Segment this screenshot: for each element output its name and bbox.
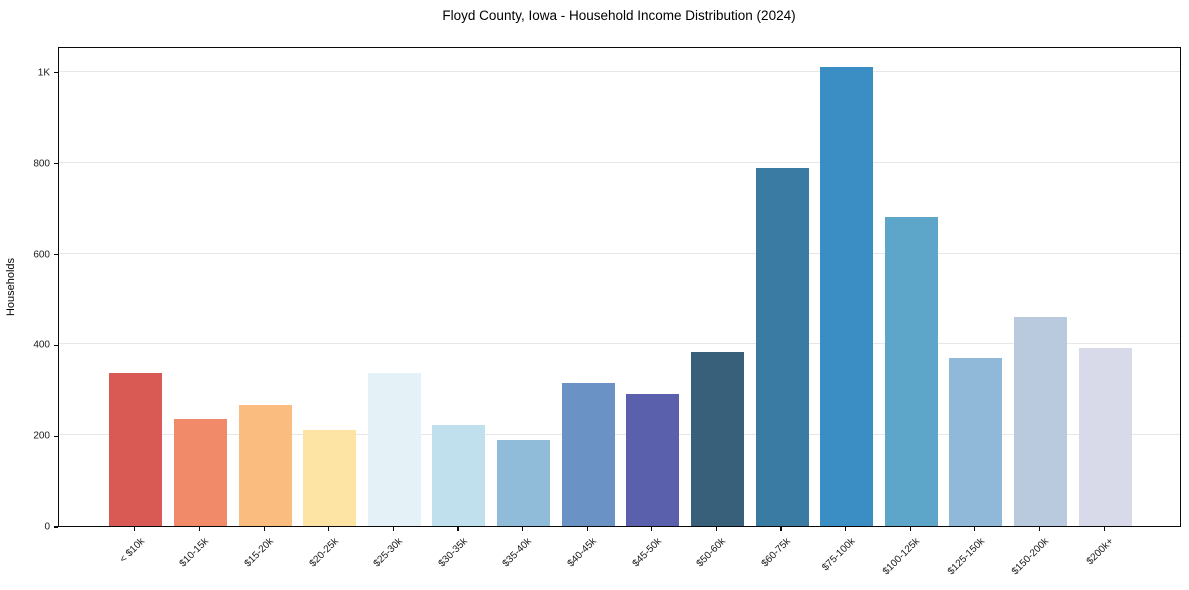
x-tick-label-$45-50k: $45-50k	[630, 536, 664, 570]
x-tick-label-$15-20k: $15-20k	[242, 536, 276, 570]
x-tick-label-$35-40k: $35-40k	[501, 536, 535, 570]
x-tick-label-$30-35k: $30-35k	[436, 536, 470, 570]
bar-$45-50k	[626, 393, 680, 526]
gridline-600	[59, 252, 1180, 254]
x-tick-mark-$125-150k	[974, 527, 976, 531]
bar-$40-45k	[561, 382, 615, 526]
x-tick-label-$200k+: $200k+	[1084, 536, 1116, 568]
y-tick-label-0: 0	[44, 521, 50, 533]
bar-$125-150k	[949, 358, 1003, 526]
x-tick-mark-$20-25k	[328, 527, 330, 531]
y-tick-mark-800	[54, 163, 58, 165]
y-tick-label-800: 800	[33, 158, 50, 170]
x-tick-label-$150-200k: $150-200k	[1010, 536, 1052, 578]
bar-$50-60k	[690, 351, 744, 526]
x-tick-mark-$40-45k	[586, 527, 588, 531]
bar-$20-25k	[303, 429, 357, 526]
x-tick-mark-$100-125k	[909, 527, 911, 531]
x-tick-label-$125-150k: $125-150k	[945, 536, 987, 578]
gridline-1K	[59, 70, 1180, 72]
y-tick-mark-200	[54, 435, 58, 437]
x-tick-label-$100-125k: $100-125k	[880, 536, 923, 578]
bar-$30-35k	[432, 424, 486, 526]
x-tick-mark-$35-40k	[521, 527, 524, 531]
y-tick-label-600: 600	[33, 249, 50, 261]
x-tick-mark-$50-60k	[715, 527, 717, 531]
x-tick-mark-$200k+	[1103, 527, 1105, 531]
x-tick-label-$20-25k: $20-25k	[307, 536, 341, 570]
y-tick-mark-1K	[54, 72, 58, 74]
x-tick-label-< $10k: < $10k	[117, 536, 147, 566]
x-tick-label-$60-75k: $60-75k	[759, 536, 793, 570]
x-tick-label-$25-30k: $25-30k	[371, 536, 406, 570]
bar-$35-40k	[497, 439, 551, 526]
gridline-200	[59, 434, 1180, 436]
bar-$15-20k	[238, 404, 292, 526]
bar-$60-75k	[755, 167, 809, 526]
x-tick-label-$75-100k: $75-100k	[820, 536, 858, 574]
y-tick-label-200: 200	[33, 430, 50, 442]
bar-$25-30k	[367, 372, 421, 526]
x-tick-mark-$60-75k	[780, 527, 782, 531]
x-tick-mark-$25-30k	[392, 527, 394, 531]
x-tick-mark-$45-50k	[651, 527, 653, 531]
bar-$100-125k	[884, 216, 938, 526]
x-tick-mark-$150-200k	[1038, 527, 1041, 531]
y-tick-label-1K: 1K	[37, 67, 50, 79]
y-tick-label-400: 400	[33, 339, 50, 351]
bar-$75-100k	[820, 66, 874, 526]
y-tick-mark-600	[54, 253, 58, 256]
gridline-800	[59, 161, 1180, 163]
gridline-400	[59, 343, 1180, 345]
x-tick-label-$10-15k: $10-15k	[177, 536, 212, 570]
x-tick-mark-$75-100k	[845, 527, 847, 531]
y-tick-mark-400	[54, 344, 58, 346]
bar-< $10k	[109, 372, 163, 526]
x-tick-mark-$30-35k	[457, 527, 459, 531]
x-tick-label-$40-45k: $40-45k	[565, 536, 599, 570]
x-tick-label-$50-60k: $50-60k	[694, 536, 729, 570]
x-tick-mark-$10-15k	[198, 527, 201, 531]
bar-$200k+	[1078, 348, 1132, 526]
y-tick-mark-0	[54, 526, 58, 528]
y-axis-label: Households	[5, 257, 17, 317]
x-tick-mark-< $10k	[134, 527, 136, 531]
chart-title: Floyd County, Iowa - Household Income Di…	[442, 8, 796, 23]
plot-area	[58, 47, 1181, 527]
bar-$150-200k	[1013, 316, 1067, 526]
x-tick-mark-$15-20k	[263, 527, 265, 531]
bar-$10-15k	[174, 418, 227, 526]
